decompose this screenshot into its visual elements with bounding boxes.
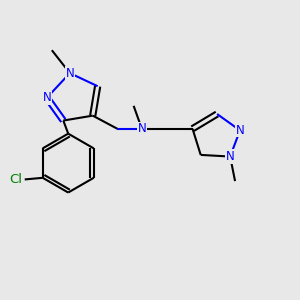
Text: N: N (226, 150, 235, 163)
Text: Cl: Cl (9, 173, 22, 186)
Text: N: N (236, 124, 244, 137)
Text: N: N (65, 67, 74, 80)
Text: N: N (43, 91, 51, 104)
Text: N: N (137, 122, 146, 135)
